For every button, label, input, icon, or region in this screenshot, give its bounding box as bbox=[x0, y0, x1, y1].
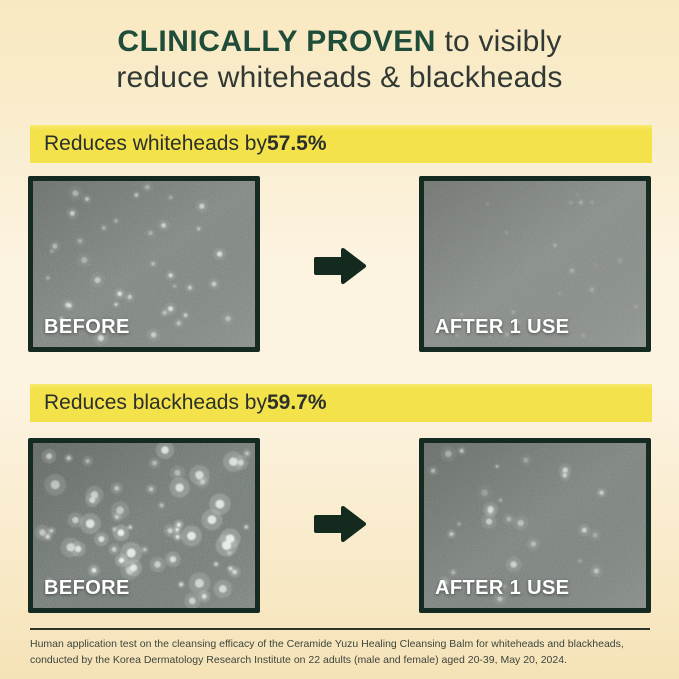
after-label: AFTER 1 USE bbox=[435, 577, 570, 599]
before-label: BEFORE bbox=[44, 316, 130, 338]
arrow-right-icon bbox=[314, 506, 366, 542]
skin-photo bbox=[33, 181, 255, 347]
after-label: AFTER 1 USE bbox=[435, 316, 570, 338]
divider bbox=[30, 628, 650, 630]
blackheads-banner-text: Reduces blackheads by bbox=[44, 391, 267, 414]
footnote-line1: Human application test on the cleansing … bbox=[30, 638, 624, 650]
before-label: BEFORE bbox=[44, 577, 130, 599]
skin-photo bbox=[424, 181, 646, 347]
whiteheads-stat-value: 57.5% bbox=[266, 132, 327, 155]
title-line1: CLINICALLY PROVEN to visibly bbox=[0, 24, 679, 60]
footnote: Human application test on the cleansing … bbox=[30, 637, 670, 668]
blackheads-banner: Reduces blackheads by 59.7% bbox=[30, 384, 652, 422]
whiteheads-after-photo: AFTER 1 USE bbox=[419, 176, 651, 352]
whiteheads-banner-text: Reduces whiteheads by bbox=[44, 132, 267, 155]
blackheads-before-photo: BEFORE bbox=[28, 438, 260, 613]
title-highlight: CLINICALLY PROVEN bbox=[117, 25, 436, 58]
skin-photo bbox=[424, 443, 646, 608]
blackheads-stat-value: 59.7% bbox=[266, 391, 327, 414]
title-line2: reduce whiteheads & blackheads bbox=[116, 61, 563, 94]
blackheads-after-photo: AFTER 1 USE bbox=[419, 438, 651, 613]
title-rest: to visibly bbox=[435, 25, 562, 58]
footnote-line2: conducted by the Korea Dermatology Resea… bbox=[30, 653, 567, 666]
arrow-right-icon bbox=[314, 248, 366, 284]
whiteheads-before-photo: BEFORE bbox=[28, 176, 260, 352]
page-title: CLINICALLY PROVEN to visibly reduce whit… bbox=[0, 24, 679, 96]
skin-photo bbox=[33, 443, 255, 608]
whiteheads-banner: Reduces whiteheads by 57.5% bbox=[30, 125, 652, 163]
